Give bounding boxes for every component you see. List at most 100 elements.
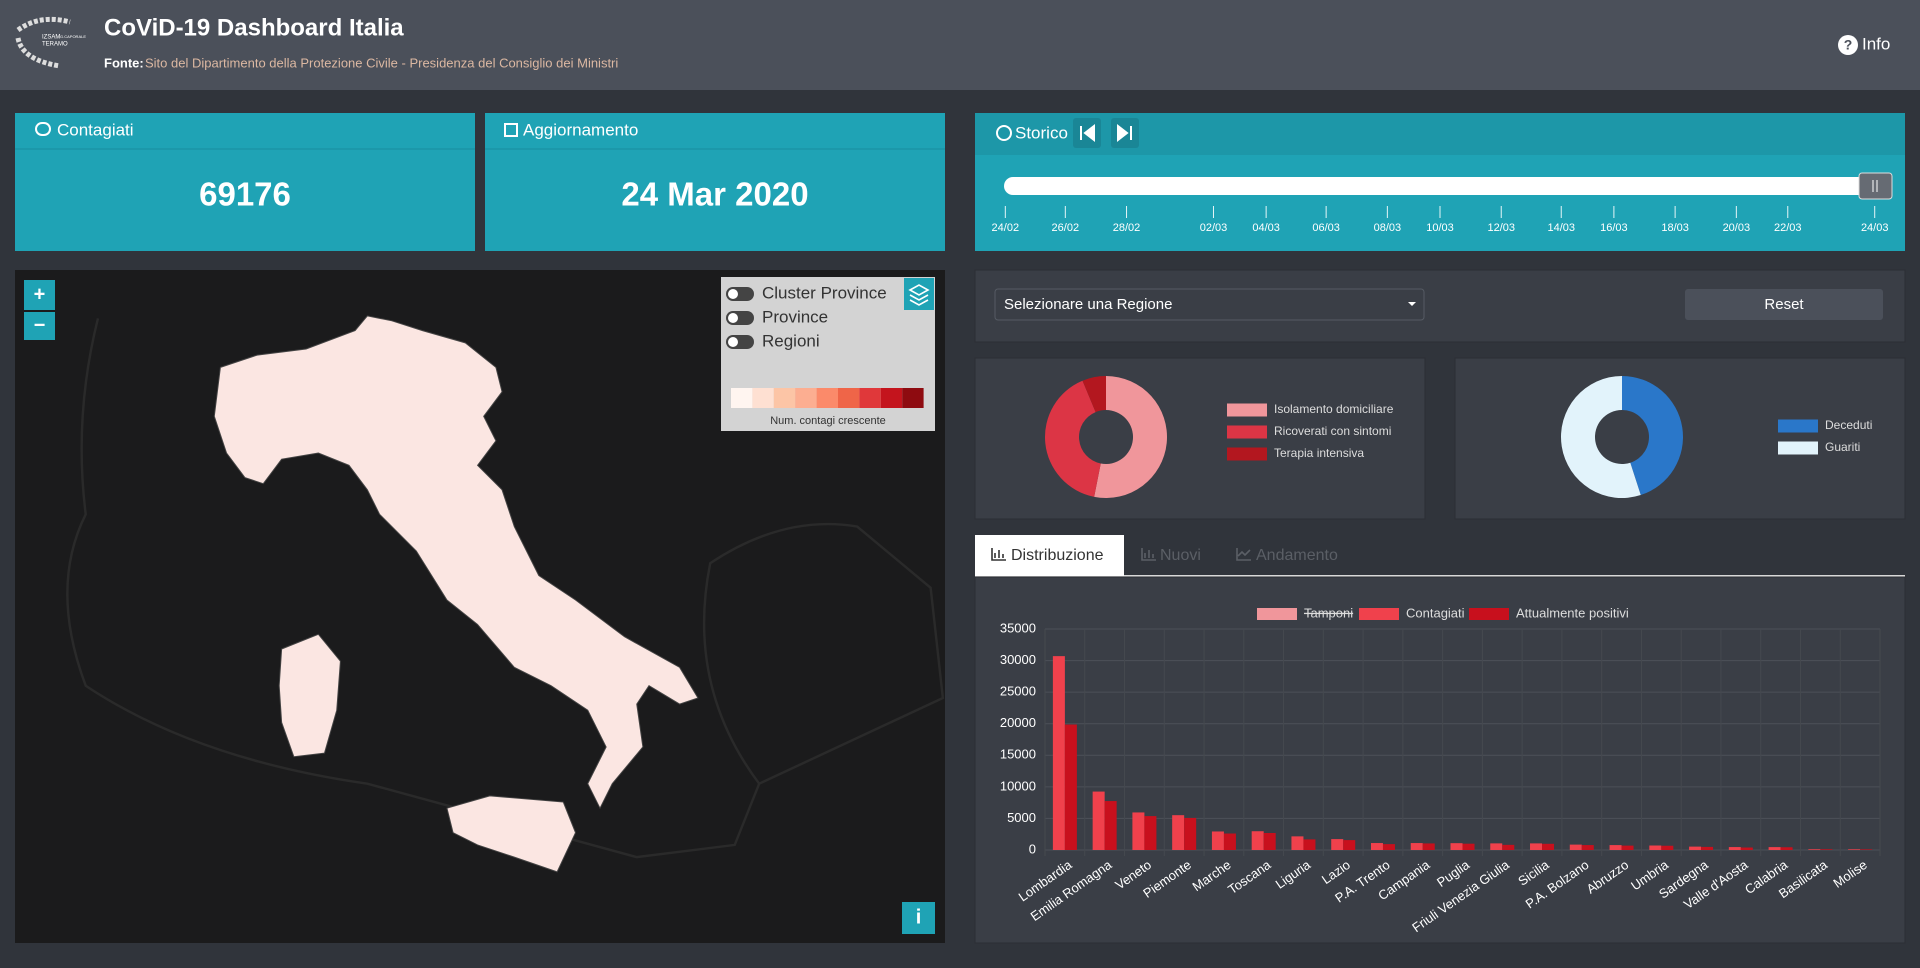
bar[interactable] bbox=[1104, 801, 1117, 850]
legend-swatch[interactable] bbox=[1778, 441, 1818, 455]
donut-slice[interactable] bbox=[1622, 376, 1683, 496]
tab-active[interactable] bbox=[975, 535, 1124, 576]
bar[interactable] bbox=[1661, 845, 1674, 850]
tab-label[interactable]: Distribuzione bbox=[1011, 547, 1104, 564]
region-select[interactable] bbox=[994, 288, 1425, 321]
bar[interactable] bbox=[1382, 844, 1395, 850]
bar[interactable] bbox=[1092, 791, 1105, 850]
bar[interactable] bbox=[1530, 843, 1543, 850]
select-placeholder[interactable]: Selezionare una Regione bbox=[1004, 296, 1172, 313]
legend-label[interactable]: Ricoverati con sintomi bbox=[1274, 424, 1391, 438]
bar[interactable] bbox=[1780, 847, 1793, 850]
bar[interactable] bbox=[1263, 832, 1276, 850]
source-text[interactable]: Sito del Dipartimento della Protezione C… bbox=[145, 55, 618, 70]
info-button[interactable]: ? Info bbox=[1838, 34, 1890, 55]
info-label[interactable]: Info bbox=[1862, 34, 1890, 53]
bar[interactable] bbox=[1291, 836, 1304, 850]
toggle-knob[interactable] bbox=[728, 313, 738, 323]
zoom-out[interactable] bbox=[24, 312, 55, 340]
card bbox=[15, 113, 475, 251]
bar[interactable] bbox=[1184, 817, 1197, 850]
donut-slice[interactable] bbox=[1094, 376, 1168, 499]
donut-slice[interactable] bbox=[1044, 380, 1101, 497]
bar[interactable] bbox=[1211, 831, 1224, 850]
bar[interactable] bbox=[1689, 846, 1702, 850]
bar[interactable] bbox=[1621, 845, 1634, 850]
slider-handle[interactable] bbox=[1858, 172, 1893, 200]
bar[interactable] bbox=[1768, 847, 1781, 850]
bar[interactable] bbox=[1052, 656, 1065, 850]
slider-date: 08/03 bbox=[1374, 222, 1402, 234]
bar[interactable] bbox=[1172, 815, 1185, 850]
legend-label[interactable]: Deceduti bbox=[1825, 418, 1872, 432]
legend-swatch[interactable] bbox=[1257, 608, 1297, 620]
zoom-out-label[interactable]: − bbox=[34, 314, 46, 336]
header-bar bbox=[0, 0, 1920, 90]
bar[interactable] bbox=[1132, 812, 1145, 850]
bar[interactable] bbox=[1370, 843, 1383, 850]
bar[interactable] bbox=[1502, 844, 1515, 850]
slider-date: 02/03 bbox=[1200, 222, 1228, 234]
bar[interactable] bbox=[1410, 843, 1423, 850]
bar[interactable] bbox=[1144, 816, 1157, 850]
bar[interactable] bbox=[1848, 849, 1861, 850]
bar[interactable] bbox=[1223, 833, 1236, 850]
bar[interactable] bbox=[1820, 849, 1833, 850]
bar[interactable] bbox=[1462, 843, 1475, 850]
tab-label[interactable]: Andamento bbox=[1256, 547, 1338, 564]
reset-button[interactable] bbox=[1685, 289, 1883, 320]
layer-label[interactable]: Cluster Province bbox=[762, 283, 887, 302]
legend-swatch[interactable] bbox=[1227, 447, 1267, 461]
scale-swatch bbox=[816, 388, 838, 408]
legend-swatch[interactable] bbox=[1778, 419, 1818, 433]
storico-title: Storico bbox=[1015, 123, 1068, 142]
scale-caption: Num. contagi crescente bbox=[770, 415, 886, 427]
reset-label[interactable]: Reset bbox=[1764, 296, 1804, 313]
legend-label[interactable]: Guariti bbox=[1825, 440, 1860, 454]
bar[interactable] bbox=[1450, 843, 1463, 850]
legend-label[interactable]: Attualmente positivi bbox=[1516, 605, 1629, 620]
legend-label[interactable]: Tamponi bbox=[1304, 605, 1353, 620]
bar[interactable] bbox=[1490, 843, 1503, 850]
bar[interactable] bbox=[1740, 847, 1753, 850]
legend-swatch[interactable] bbox=[1227, 403, 1267, 417]
card-value: 69176 bbox=[199, 176, 291, 213]
bar[interactable] bbox=[1064, 724, 1077, 850]
zoom-in[interactable] bbox=[24, 280, 55, 310]
bar[interactable] bbox=[1701, 846, 1714, 850]
legend-swatch[interactable] bbox=[1227, 425, 1267, 439]
zoom-in-label[interactable]: + bbox=[34, 283, 46, 305]
bar[interactable] bbox=[1542, 843, 1555, 850]
legend-swatch[interactable] bbox=[1359, 608, 1399, 620]
legend-label[interactable]: Contagiati bbox=[1406, 605, 1465, 620]
bar[interactable] bbox=[1860, 849, 1873, 850]
app-title: CoViD-19 Dashboard Italia bbox=[104, 14, 404, 41]
bar[interactable] bbox=[1808, 849, 1821, 850]
toggle-knob[interactable] bbox=[728, 337, 738, 347]
bar[interactable] bbox=[1609, 845, 1622, 850]
bar[interactable] bbox=[1422, 843, 1435, 850]
scale-swatch bbox=[859, 388, 881, 408]
layer-label[interactable]: Regioni bbox=[762, 331, 820, 350]
bar[interactable] bbox=[1649, 845, 1662, 850]
map-info-button[interactable] bbox=[902, 902, 935, 934]
bar[interactable] bbox=[1251, 831, 1264, 850]
bar[interactable] bbox=[1728, 847, 1741, 850]
bar[interactable] bbox=[1343, 840, 1356, 850]
card-title: Contagiati bbox=[57, 120, 134, 139]
toggle-knob[interactable] bbox=[728, 289, 738, 299]
legend-label[interactable]: Isolamento domiciliare bbox=[1274, 402, 1394, 416]
tab-label[interactable]: Nuovi bbox=[1160, 547, 1201, 564]
layer-label[interactable]: Province bbox=[762, 307, 828, 326]
bar[interactable] bbox=[1581, 845, 1594, 850]
bar[interactable] bbox=[1331, 839, 1344, 850]
map-info-label[interactable]: i bbox=[916, 906, 922, 928]
legend-swatch[interactable] bbox=[1469, 608, 1509, 620]
bar[interactable] bbox=[1303, 839, 1316, 850]
donut-slice[interactable] bbox=[1560, 376, 1641, 498]
scale-swatch bbox=[731, 388, 753, 408]
bar[interactable] bbox=[1569, 844, 1582, 850]
donut-slice[interactable] bbox=[1082, 376, 1106, 413]
legend-label[interactable]: Terapia intensiva bbox=[1274, 446, 1364, 460]
slider-track[interactable] bbox=[1004, 177, 1892, 195]
